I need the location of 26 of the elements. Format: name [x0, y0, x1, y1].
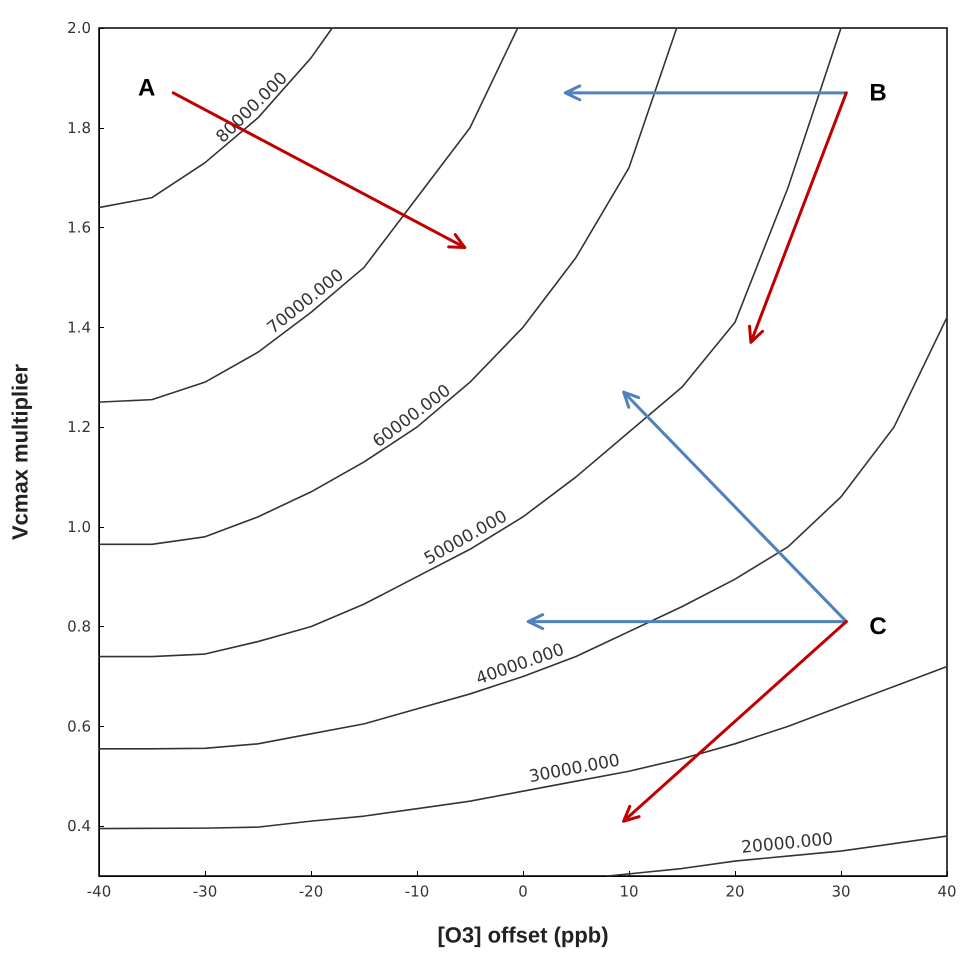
- y-tick-label: 1.6: [67, 218, 91, 237]
- x-tick-label: 30: [831, 882, 851, 900]
- y-tick-label: 2.0: [67, 19, 91, 37]
- x-tick-label: 20: [725, 882, 745, 900]
- line-series: [98, 27, 333, 208]
- y-tick-label: 1.0: [67, 518, 91, 536]
- text: 30000.000: [527, 750, 622, 788]
- y-tick-label: 1.8: [67, 118, 91, 137]
- y-tick-label: 1.4: [67, 318, 91, 336]
- y-tick-label: 0.8: [67, 618, 91, 636]
- x-tick-label: 40: [937, 882, 957, 900]
- y-axis-title: Vcmax multiplier: [8, 364, 32, 540]
- x-tick-label: -20: [298, 882, 324, 900]
- x-tick-label: -10: [404, 882, 430, 900]
- y-tick-label: 0.4: [67, 817, 91, 836]
- y-tick-label: 1.2: [67, 418, 91, 436]
- x-tick-label: 10: [619, 882, 639, 900]
- annotation: A: [138, 74, 156, 102]
- x-axis-title: [O3] offset (ppb): [437, 922, 609, 948]
- annotation: C: [869, 613, 887, 640]
- x-tick-label: -40: [86, 882, 112, 900]
- y-tick-label: 0.6: [67, 717, 91, 736]
- x-tick-label: -30: [192, 882, 218, 900]
- x-tick-label: 0: [518, 882, 528, 900]
- text: 20000.000: [740, 829, 834, 858]
- annotation: B: [869, 79, 887, 106]
